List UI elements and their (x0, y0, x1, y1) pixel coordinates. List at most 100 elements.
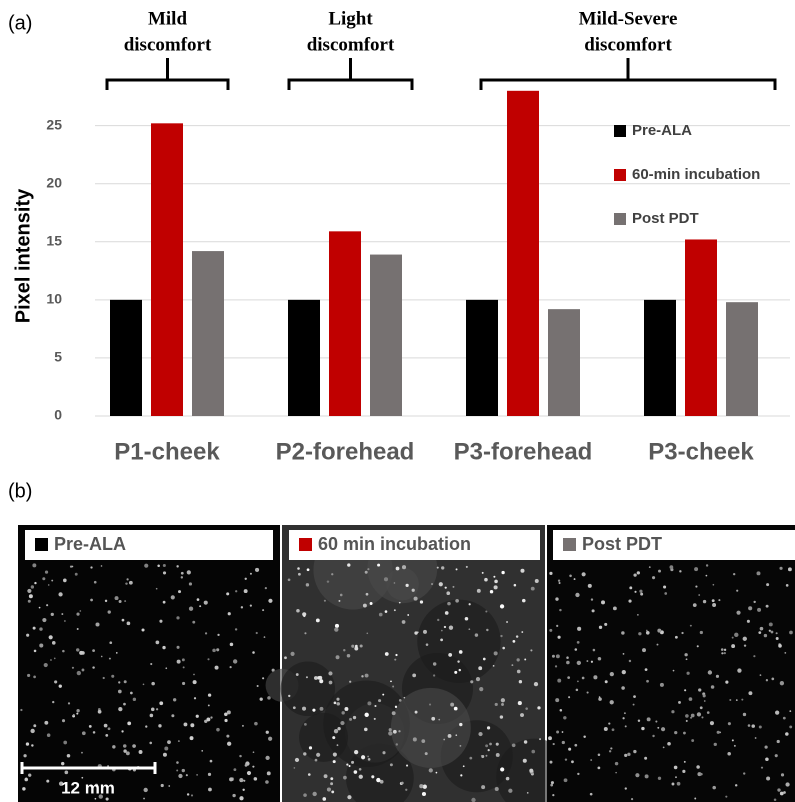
speckle (624, 754, 627, 757)
speckle (239, 778, 243, 782)
speckle (501, 698, 505, 702)
speckle (774, 799, 777, 802)
speckle (623, 653, 625, 655)
speckle (105, 600, 107, 602)
speckle (495, 703, 498, 706)
speckle (575, 593, 579, 597)
speckle (182, 682, 185, 685)
speckle (496, 743, 499, 746)
panel-label: (b) (8, 480, 32, 502)
speckle (52, 641, 56, 645)
speckle (755, 737, 757, 739)
speckle (457, 660, 459, 662)
speckle (252, 766, 254, 768)
speckle (444, 626, 446, 628)
speckle (686, 658, 688, 660)
speckle (94, 581, 97, 584)
speckle (304, 632, 306, 634)
speckle (176, 761, 179, 764)
speckle (501, 571, 504, 574)
speckle (124, 600, 126, 602)
speckle (514, 584, 517, 587)
speckle (564, 778, 568, 782)
speckle (478, 666, 482, 670)
speckle (297, 567, 300, 570)
speckle (625, 787, 627, 789)
speckle (517, 670, 521, 674)
speckle (598, 697, 602, 701)
speckle (590, 759, 592, 761)
speckle (694, 567, 698, 571)
bar (644, 300, 676, 416)
speckle (396, 743, 398, 745)
speckle (556, 654, 560, 658)
speckle (366, 593, 369, 596)
speckle (710, 721, 714, 725)
speckle (302, 707, 306, 711)
speckle (563, 716, 566, 719)
speckle (531, 750, 535, 754)
speckle (392, 711, 396, 715)
speckle (429, 768, 433, 772)
speckle (184, 722, 188, 726)
speckle (334, 627, 338, 631)
speckle (646, 631, 650, 635)
speckle (162, 646, 165, 649)
speckle (577, 773, 579, 775)
speckle (724, 652, 726, 654)
speckle (388, 731, 392, 735)
speckle (104, 724, 108, 728)
speckle (501, 703, 504, 706)
speckle (127, 622, 131, 626)
speckle (734, 745, 736, 747)
speckle (288, 578, 291, 581)
speckle (478, 732, 482, 736)
speckle (199, 605, 201, 607)
speckle (49, 635, 53, 639)
speckle (163, 753, 167, 757)
speckle (242, 789, 244, 791)
speckle (482, 572, 484, 574)
speckle (469, 757, 472, 760)
speckle (441, 566, 444, 569)
legend-swatch (614, 125, 626, 137)
speckle (262, 609, 264, 611)
speckle (587, 691, 589, 693)
speckle (333, 760, 336, 763)
speckle (425, 752, 428, 755)
speckle (63, 741, 67, 745)
bar (110, 300, 142, 416)
speckle (494, 651, 498, 655)
speckle (689, 697, 693, 701)
speckle (394, 659, 396, 661)
speckle (441, 630, 443, 632)
speckle (571, 760, 574, 763)
annotation: discomfort (307, 34, 395, 55)
speckle (553, 743, 555, 745)
speckle (303, 793, 307, 797)
speckle (652, 576, 655, 579)
speckle (63, 579, 67, 583)
speckle (437, 619, 439, 621)
speckle (227, 710, 231, 714)
speckle (495, 787, 499, 791)
speckle (490, 590, 493, 593)
speckle (552, 794, 554, 796)
speckle (173, 698, 176, 701)
speckle (429, 704, 431, 706)
speckle (54, 658, 56, 660)
speckle (112, 745, 115, 748)
speckle (539, 738, 541, 740)
speckle (371, 775, 374, 778)
speckle (80, 610, 82, 612)
speckle (459, 723, 462, 726)
speckle (675, 636, 678, 639)
speckle (500, 604, 504, 608)
image-shading (281, 662, 336, 717)
speckle (257, 685, 259, 687)
speckle (208, 704, 210, 706)
speckle (658, 777, 661, 780)
speckle (562, 741, 565, 744)
speckle (77, 628, 79, 630)
speckle (77, 671, 81, 675)
